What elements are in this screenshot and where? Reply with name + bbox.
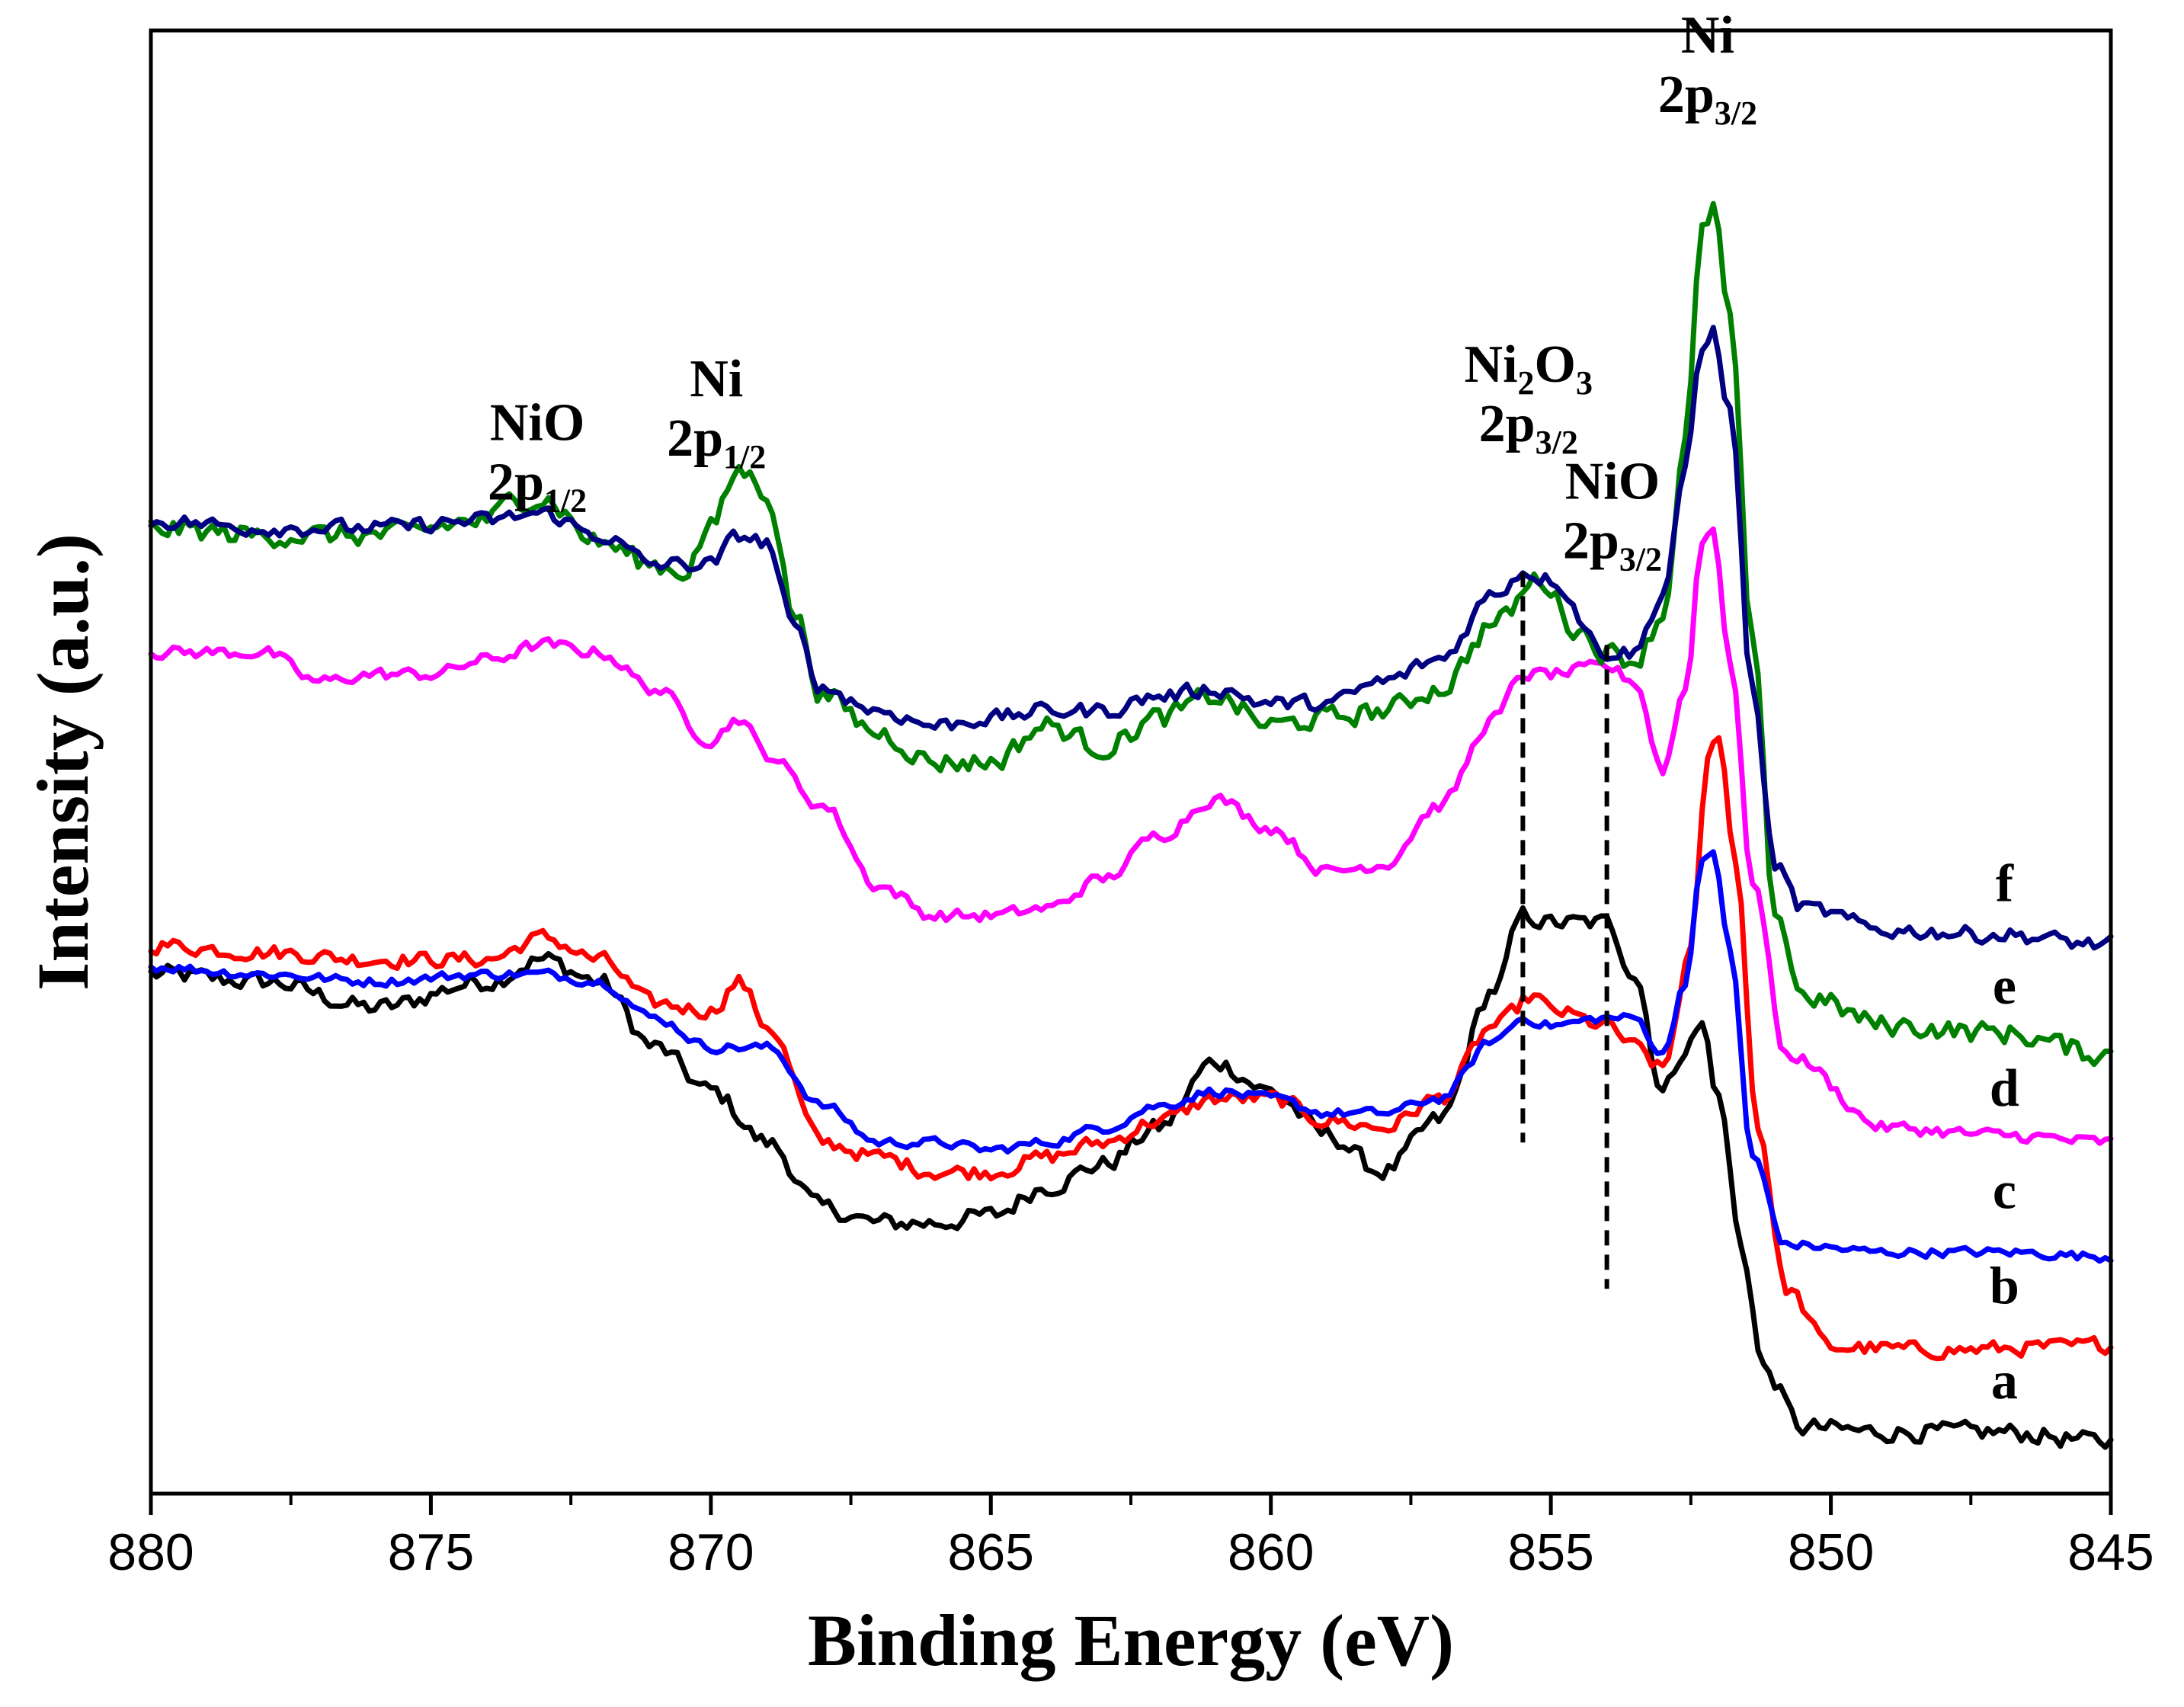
x-tick-label: 845 (2067, 1523, 2154, 1581)
series-b-line (148, 735, 2114, 1362)
y-axis-title: Intensity (a.u.) (22, 533, 104, 991)
annotation-3-line1: Ni2O3 (1465, 335, 1593, 402)
series-label-f: f (1996, 854, 2014, 913)
annotation-1-line2: 2p1/2 (488, 453, 587, 520)
series-label-a: a (1991, 1352, 2018, 1411)
x-tick-label: 855 (1507, 1523, 1593, 1581)
series-f-line (148, 325, 2114, 951)
x-ticks: 880 875 870 865 860 855 850 845 (107, 1494, 2154, 1581)
x-tick-label: 875 (388, 1523, 474, 1581)
x-tick-label: 880 (107, 1523, 194, 1581)
x-tick-label: 870 (668, 1523, 754, 1581)
series-label-c: c (1993, 1162, 2016, 1221)
series-curves (148, 200, 2114, 1450)
series-label-b: b (1990, 1257, 2019, 1315)
x-tick-label: 865 (948, 1523, 1034, 1581)
series-e-line (148, 200, 2114, 1068)
x-tick-label: 860 (1228, 1523, 1314, 1581)
annotation-1-line1: NiO (490, 394, 584, 453)
reference-lines (1520, 572, 1609, 1289)
x-tick-label: 850 (1788, 1523, 1874, 1581)
series-d-line (148, 526, 2114, 1146)
annotation-2-line1: Ni (690, 350, 743, 408)
series-label-d: d (1990, 1059, 2019, 1118)
annotation-4-line1: NiO (1565, 452, 1660, 511)
series-label-e: e (1993, 957, 2016, 1016)
x-axis-title: Binding Energy (eV) (808, 1600, 1454, 1681)
series-c-line (148, 849, 2114, 1264)
annotation-5-line1: Ni (1681, 6, 1734, 65)
